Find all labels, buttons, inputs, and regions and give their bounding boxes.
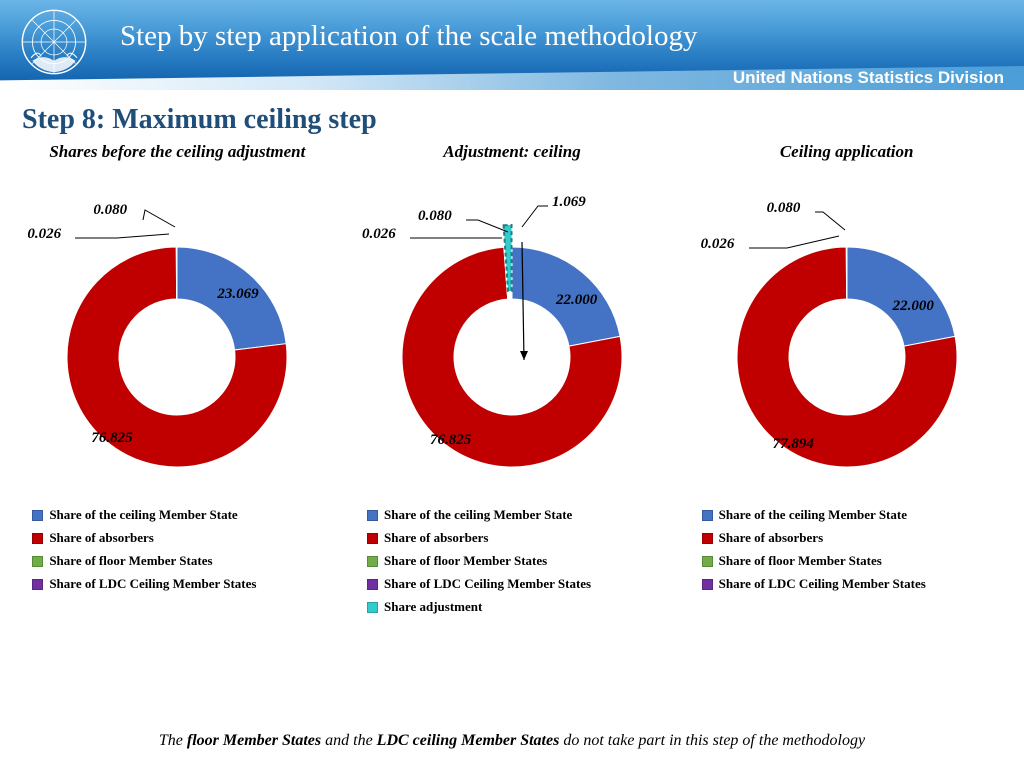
callout-label: 0.080 bbox=[767, 200, 801, 217]
callout-line bbox=[749, 236, 839, 248]
legend-swatch-icon bbox=[702, 556, 713, 567]
legend-label: Share of LDC Ceiling Member States bbox=[384, 576, 591, 592]
donut-chart-0: 0.080 0.026 23.069 76.825 bbox=[27, 192, 327, 492]
callout-line bbox=[522, 206, 548, 227]
header-title: Step by step application of the scale me… bbox=[120, 20, 697, 53]
chart-title-0: Shares before the ceiling adjustment bbox=[49, 142, 305, 186]
legend-0: Share of the ceiling Member State Share o… bbox=[12, 500, 256, 599]
legend-swatch-icon bbox=[367, 556, 378, 567]
legend-1: Share of the ceiling Member State Share o… bbox=[347, 500, 591, 622]
callout-line bbox=[815, 212, 845, 230]
callout-line bbox=[143, 210, 175, 227]
callout-label: 0.080 bbox=[93, 202, 127, 219]
legend-item: Share of floor Member States bbox=[367, 553, 591, 569]
legend-item: Share of floor Member States bbox=[702, 553, 926, 569]
legend-item: Share of absorbers bbox=[702, 530, 926, 546]
legend-item: Share of the ceiling Member State bbox=[702, 507, 926, 523]
legend-2: Share of the ceiling Member State Share o… bbox=[682, 500, 926, 599]
legend-swatch-icon bbox=[702, 510, 713, 521]
charts-row: Shares before the ceiling adjustment 0.0… bbox=[0, 142, 1024, 622]
footnote-p3: do not take part in this step of the met… bbox=[559, 732, 865, 749]
legend-label: Share of floor Member States bbox=[719, 553, 882, 569]
legend-label: Share of floor Member States bbox=[49, 553, 212, 569]
legend-swatch-icon bbox=[367, 579, 378, 590]
slice bbox=[847, 247, 955, 346]
legend-swatch-icon bbox=[32, 510, 43, 521]
chart-title-2: Ceiling application bbox=[780, 142, 914, 186]
callout-label: 0.026 bbox=[27, 226, 61, 243]
legend-label: Share of the ceiling Member State bbox=[49, 507, 237, 523]
chart-col-1: Adjustment: ceiling 1.069 0.080 0.026 22.00… bbox=[347, 142, 677, 622]
chart-col-2: Ceiling application 0.080 0.026 22.000 77.8… bbox=[682, 142, 1012, 622]
slice-value-label: 23.069 bbox=[217, 286, 258, 303]
legend-label: Share of the ceiling Member State bbox=[384, 507, 572, 523]
legend-item: Share of absorbers bbox=[367, 530, 591, 546]
legend-swatch-icon bbox=[702, 533, 713, 544]
legend-swatch-icon bbox=[367, 533, 378, 544]
legend-item: Share of LDC Ceiling Member States bbox=[702, 576, 926, 592]
callout-label: 1.069 bbox=[552, 194, 586, 211]
chart-title-1: Adjustment: ceiling bbox=[443, 142, 580, 186]
legend-swatch-icon bbox=[367, 510, 378, 521]
step-title: Step 8: Maximum ceiling step bbox=[22, 104, 1024, 136]
callout-label: 0.026 bbox=[362, 226, 396, 243]
slice bbox=[846, 247, 847, 299]
arrow-head-icon bbox=[520, 351, 528, 360]
legend-label: Share of floor Member States bbox=[384, 553, 547, 569]
callout-line bbox=[466, 220, 508, 232]
un-logo-icon bbox=[18, 6, 90, 78]
legend-label: Share of LDC Ceiling Member States bbox=[719, 576, 926, 592]
callout-label: 0.026 bbox=[701, 236, 735, 253]
legend-item: Share of the ceiling Member State bbox=[367, 507, 591, 523]
callout-line bbox=[75, 234, 169, 238]
legend-label: Share adjustment bbox=[384, 599, 482, 615]
footnote-p1: The bbox=[159, 732, 187, 749]
footnote-p2: and the bbox=[321, 732, 377, 749]
legend-item: Share adjustment bbox=[367, 599, 591, 615]
legend-swatch-icon bbox=[32, 533, 43, 544]
legend-item: Share of LDC Ceiling Member States bbox=[32, 576, 256, 592]
legend-label: Share of absorbers bbox=[384, 530, 488, 546]
header-subtitle: United Nations Statistics Division bbox=[733, 68, 1004, 88]
legend-item: Share of floor Member States bbox=[32, 553, 256, 569]
legend-item: Share of absorbers bbox=[32, 530, 256, 546]
slice-value-label: 77.894 bbox=[773, 436, 814, 453]
footnote: The floor Member States and the LDC ceil… bbox=[0, 732, 1024, 750]
legend-label: Share of LDC Ceiling Member States bbox=[49, 576, 256, 592]
slice bbox=[177, 247, 178, 299]
legend-swatch-icon bbox=[702, 579, 713, 590]
legend-swatch-icon bbox=[32, 579, 43, 590]
footnote-b1: floor Member States bbox=[187, 732, 321, 749]
slice-value-label: 22.000 bbox=[556, 292, 597, 309]
callout-label: 0.080 bbox=[418, 208, 452, 225]
donut-chart-1: 1.069 0.080 0.026 22.000 76.825 bbox=[362, 192, 662, 492]
slice-value-label: 76.825 bbox=[430, 432, 471, 449]
legend-item: Share of LDC Ceiling Member States bbox=[367, 576, 591, 592]
header-banner: Step by step application of the scale me… bbox=[0, 0, 1024, 90]
chart-col-0: Shares before the ceiling adjustment 0.0… bbox=[12, 142, 342, 622]
footnote-b2: LDC ceiling Member States bbox=[377, 732, 560, 749]
legend-swatch-icon bbox=[32, 556, 43, 567]
donut-chart-2: 0.080 0.026 22.000 77.894 bbox=[697, 192, 997, 492]
legend-label: Share of absorbers bbox=[49, 530, 153, 546]
slice-value-label: 22.000 bbox=[893, 298, 934, 315]
legend-swatch-icon bbox=[367, 602, 378, 613]
legend-label: Share of absorbers bbox=[719, 530, 823, 546]
slice-value-label: 76.825 bbox=[91, 430, 132, 447]
legend-label: Share of the ceiling Member State bbox=[719, 507, 907, 523]
legend-item: Share of the ceiling Member State bbox=[32, 507, 256, 523]
